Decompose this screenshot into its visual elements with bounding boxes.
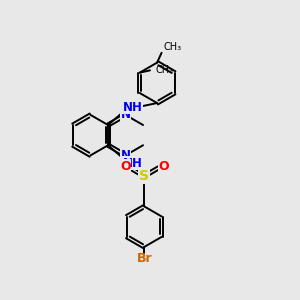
Text: O: O xyxy=(158,160,169,172)
Text: O: O xyxy=(120,160,130,172)
Text: CH₃: CH₃ xyxy=(156,65,174,75)
Text: NH: NH xyxy=(123,101,143,114)
Text: N: N xyxy=(121,149,130,162)
Text: CH₃: CH₃ xyxy=(164,42,182,52)
Text: Br: Br xyxy=(136,252,152,265)
Text: NH: NH xyxy=(123,157,143,169)
Text: N: N xyxy=(121,108,130,122)
Text: S: S xyxy=(139,169,149,183)
